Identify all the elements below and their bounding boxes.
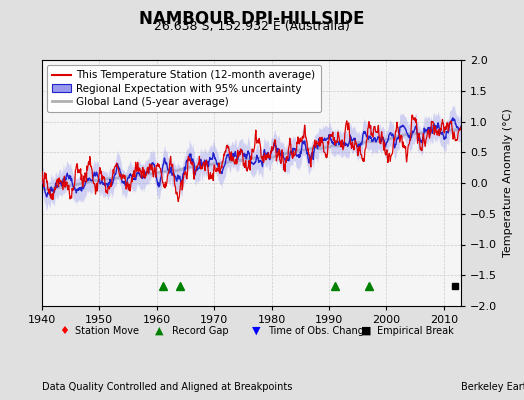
Text: Record Gap: Record Gap bbox=[172, 326, 228, 336]
Text: ■: ■ bbox=[361, 326, 371, 336]
Text: Empirical Break: Empirical Break bbox=[377, 326, 454, 336]
Text: Berkeley Earth: Berkeley Earth bbox=[461, 382, 524, 392]
Text: NAMBOUR DPI-HILLSIDE: NAMBOUR DPI-HILLSIDE bbox=[139, 10, 364, 28]
Text: Time of Obs. Change: Time of Obs. Change bbox=[268, 326, 370, 336]
Text: 26.638 S, 152.932 E (Australia): 26.638 S, 152.932 E (Australia) bbox=[154, 20, 350, 33]
Text: ▲: ▲ bbox=[155, 326, 163, 336]
Text: ♦: ♦ bbox=[59, 326, 69, 336]
Text: Station Move: Station Move bbox=[75, 326, 139, 336]
Y-axis label: Temperature Anomaly (°C): Temperature Anomaly (°C) bbox=[503, 109, 513, 257]
Text: Data Quality Controlled and Aligned at Breakpoints: Data Quality Controlled and Aligned at B… bbox=[42, 382, 292, 392]
Text: ▼: ▼ bbox=[252, 326, 260, 336]
Legend: This Temperature Station (12-month average), Regional Expectation with 95% uncer: This Temperature Station (12-month avera… bbox=[47, 65, 321, 112]
